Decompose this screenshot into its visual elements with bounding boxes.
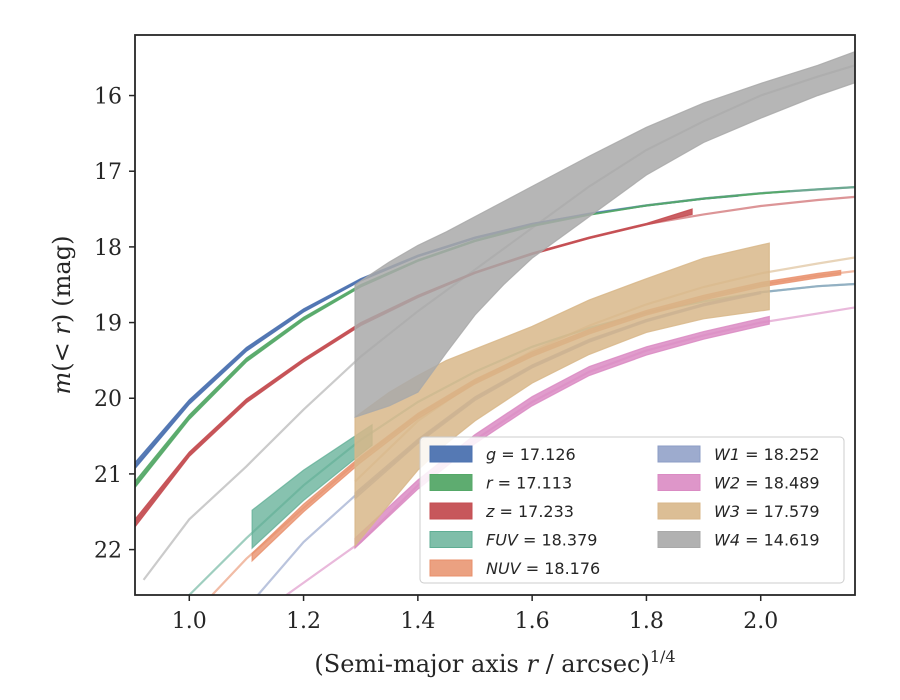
y-axis-label-open: ( [48, 362, 76, 371]
band-z [135, 208, 693, 528]
legend-value: = 14.619 [740, 531, 820, 550]
x-axis-label-exponent: 1/4 [650, 647, 676, 666]
y-axis-label-r: r [48, 322, 76, 335]
x-tick-label: 1.6 [515, 609, 550, 634]
y-tick-label: 19 [94, 312, 122, 337]
y-axis-label-unit: (mag) [48, 236, 76, 307]
legend-swatch-w2 [657, 474, 701, 491]
legend-label-r: r = 17.113 [486, 474, 572, 493]
x-axis-label-suffix: / arcsec) [538, 650, 650, 678]
legend-value: = 18.252 [740, 445, 820, 464]
band-w4 [354, 50, 855, 419]
legend-value: = 17.579 [740, 502, 820, 521]
legend-swatch-z [429, 502, 473, 520]
y-tick-label: 16 [94, 85, 122, 110]
legend-value: = 17.126 [496, 445, 576, 464]
legend-swatch-r [429, 474, 473, 491]
y-axis: 16 17 18 19 20 21 22 [94, 85, 135, 564]
y-tick-label: 18 [94, 236, 122, 261]
x-tick-label: 2.0 [743, 609, 778, 634]
legend-label-fuv: FUV = 18.379 [486, 531, 597, 550]
legend-value: = 18.489 [740, 474, 820, 493]
x-axis-label-prefix: (Semi-major axis [314, 650, 526, 678]
y-tick-label: 22 [94, 539, 122, 564]
legend-label-w3: W3 = 17.579 [714, 502, 820, 521]
y-tick-label: 20 [94, 387, 122, 412]
y-axis-label-close: ) [48, 314, 76, 323]
x-tick-label: 1.2 [286, 609, 321, 634]
x-tick-label: 1.4 [400, 609, 435, 634]
x-tick-label: 1.8 [629, 609, 664, 634]
legend-label-z: z = 17.233 [485, 502, 574, 521]
legend-var: W3 [714, 502, 740, 521]
y-tick-label: 17 [94, 160, 122, 185]
x-axis-label-var: r [526, 650, 539, 678]
legend-swatch-w1 [657, 445, 701, 463]
legend-label-w2: W2 = 18.489 [714, 474, 820, 493]
x-axis: 1.0 1.2 1.4 1.6 1.8 2.0 [172, 595, 778, 634]
legend-var: W4 [714, 531, 740, 550]
legend-value: = 17.113 [493, 474, 573, 493]
legend-label-g: g = 17.126 [486, 445, 576, 464]
legend-value: = 18.176 [521, 559, 601, 578]
legend-value: = 18.379 [518, 531, 598, 550]
legend-swatch-nuv [429, 559, 473, 577]
legend-box [419, 436, 845, 584]
x-axis-label: (Semi-major axis r / arcsec)1/4 [314, 647, 675, 678]
legend-swatch-w3 [657, 502, 701, 520]
legend-var: FUV [486, 531, 519, 550]
uncertainty-bands-layer [135, 50, 855, 563]
legend-var: r [486, 474, 494, 493]
x-tick-label: 1.0 [172, 609, 207, 634]
y-tick-label: 21 [94, 463, 122, 488]
legend-var: g [486, 445, 496, 464]
legend-label-w1: W1 = 18.252 [714, 445, 820, 464]
plot-frame [134, 34, 856, 596]
legend-label-nuv: NUV = 18.176 [486, 559, 600, 578]
y-axis-label-lt: < [48, 335, 76, 363]
legend-var: NUV [486, 559, 522, 578]
y-axis-label: m(< r) (mag) [48, 236, 76, 395]
legend-var: W2 [714, 474, 740, 493]
legend-swatch-w4 [657, 531, 701, 548]
legend-swatch-fuv [429, 531, 473, 548]
legend-label-w4: W4 = 14.619 [714, 531, 820, 550]
legend-var: W1 [714, 445, 740, 464]
legend-var: z [485, 502, 495, 521]
y-axis-label-m: m [48, 372, 76, 395]
legend-value: = 17.233 [494, 502, 574, 521]
legend-swatch-g [429, 445, 473, 463]
